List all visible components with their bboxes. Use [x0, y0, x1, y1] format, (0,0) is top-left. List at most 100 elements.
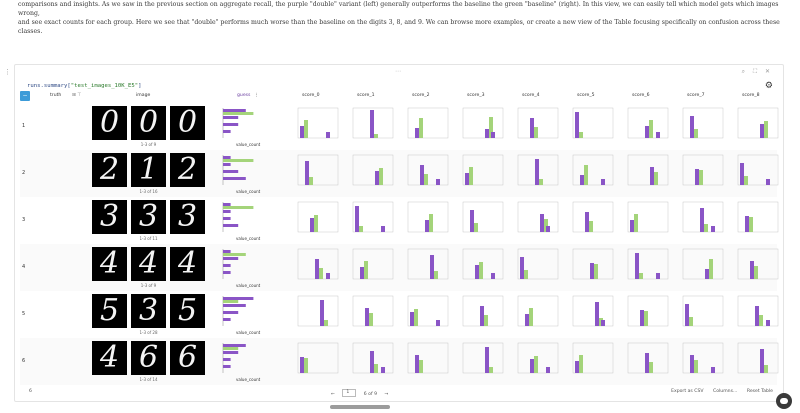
score-histogram[interactable]: [294, 294, 340, 332]
score-histogram[interactable]: [349, 200, 395, 238]
column-header-score-7[interactable]: score_7: [687, 93, 705, 98]
score-histogram[interactable]: [349, 294, 395, 332]
digit-image[interactable]: 0: [170, 106, 205, 140]
column-header-image[interactable]: image: [136, 93, 151, 98]
score-histogram[interactable]: [404, 106, 450, 144]
query-expression[interactable]: runs.summary["test_images_10K_E5"]: [27, 83, 142, 89]
column-header-score-4[interactable]: score_4: [522, 93, 540, 98]
score-histogram[interactable]: [459, 153, 505, 191]
score-histogram[interactable]: [404, 341, 450, 379]
score-histogram[interactable]: [569, 106, 615, 144]
select-all-checkbox[interactable]: −: [20, 91, 30, 101]
column-header-score-8[interactable]: score_8: [742, 93, 760, 98]
table-row[interactable]: 6 4 6 6 1-3 of 14 value_count: [20, 338, 780, 385]
score-histogram[interactable]: [679, 247, 725, 285]
guess-histogram[interactable]: value_count: [218, 106, 268, 148]
score-histogram[interactable]: [459, 294, 505, 332]
next-page-button[interactable]: →: [384, 391, 389, 397]
column-header-score-2[interactable]: score_2: [412, 93, 430, 98]
prev-page-button[interactable]: ←: [331, 391, 335, 397]
score-histogram[interactable]: [404, 200, 450, 238]
score-histogram[interactable]: [514, 294, 560, 332]
table-row[interactable]: 2 2 1 2 1-3 of 16 value_count: [20, 150, 779, 197]
score-histogram[interactable]: [349, 106, 395, 144]
score-histogram[interactable]: [679, 153, 725, 191]
score-histogram[interactable]: [569, 247, 615, 285]
score-histogram[interactable]: [679, 200, 725, 238]
column-header-score-3[interactable]: score_3: [467, 93, 485, 98]
table-row[interactable]: 4 4 4 4 1-3 of 9 value_count: [20, 244, 779, 291]
chat-bubble-icon[interactable]: [776, 393, 792, 409]
score-histogram[interactable]: [514, 153, 560, 191]
score-histogram[interactable]: [734, 341, 780, 379]
column-header-score-6[interactable]: score_6: [632, 93, 650, 98]
panel-drag-icon[interactable]: ⋯: [395, 68, 401, 75]
digit-image[interactable]: 2: [92, 153, 127, 187]
score-histogram[interactable]: [294, 247, 340, 285]
score-histogram[interactable]: [404, 247, 450, 285]
score-histogram[interactable]: [734, 200, 780, 238]
digit-image[interactable]: 4: [131, 247, 166, 281]
column-menu-icon[interactable]: ⋮: [254, 93, 259, 98]
score-histogram[interactable]: [569, 153, 615, 191]
score-histogram[interactable]: [569, 294, 615, 332]
export-csv-button[interactable]: Export as CSV: [671, 389, 704, 394]
score-histogram[interactable]: [624, 294, 670, 332]
score-histogram[interactable]: [514, 247, 560, 285]
score-histogram[interactable]: [404, 294, 450, 332]
columns-button[interactable]: Columns...: [712, 389, 738, 394]
score-histogram[interactable]: [569, 200, 615, 238]
score-histogram[interactable]: [294, 200, 340, 238]
table-row[interactable]: 1 0 0 0 1-3 of 9 value_count: [20, 103, 780, 150]
image-gallery[interactable]: 4 6 6 1-3 of 14: [92, 341, 205, 383]
score-histogram[interactable]: [514, 200, 560, 238]
settings-gear-icon[interactable]: ⚙: [764, 81, 773, 91]
score-histogram[interactable]: [514, 341, 560, 379]
image-gallery[interactable]: 0 0 0 1-3 of 9: [92, 106, 205, 148]
digit-image[interactable]: 1: [131, 153, 166, 187]
score-histogram[interactable]: [459, 200, 505, 238]
score-histogram[interactable]: [294, 106, 340, 144]
score-histogram[interactable]: [679, 341, 725, 379]
score-histogram[interactable]: [349, 153, 395, 191]
score-histogram[interactable]: [624, 200, 670, 238]
digit-image[interactable]: 6: [131, 341, 166, 375]
score-histogram[interactable]: [294, 153, 340, 191]
guess-histogram[interactable]: value_count: [218, 153, 268, 195]
digit-image[interactable]: 4: [92, 247, 127, 281]
digit-image[interactable]: 4: [170, 247, 205, 281]
score-histogram[interactable]: [349, 247, 395, 285]
column-header-score-5[interactable]: score_5: [577, 93, 595, 98]
score-histogram[interactable]: [349, 341, 395, 379]
score-histogram[interactable]: [734, 294, 780, 332]
reset-table-button[interactable]: Reset Table: [746, 389, 773, 394]
panel-controls[interactable]: ⌕ ⛶ ✕: [741, 68, 773, 75]
page-input[interactable]: 1: [342, 389, 357, 397]
digit-image[interactable]: 4: [92, 341, 127, 375]
score-histogram[interactable]: [624, 153, 670, 191]
score-histogram[interactable]: [459, 106, 505, 144]
digit-image[interactable]: 5: [92, 294, 127, 328]
score-histogram[interactable]: [624, 106, 670, 144]
digit-image[interactable]: 5: [170, 294, 205, 328]
score-histogram[interactable]: [624, 341, 670, 379]
guess-histogram[interactable]: value_count: [218, 294, 268, 336]
guess-histogram[interactable]: value_count: [218, 200, 268, 242]
drag-handle-icon[interactable]: ⋮⋮: [4, 68, 18, 76]
column-header-guess[interactable]: guess: [237, 93, 251, 98]
image-gallery[interactable]: 5 3 5 1-3 of 28: [92, 294, 205, 336]
digit-image[interactable]: 6: [170, 341, 205, 375]
digit-image[interactable]: 0: [131, 106, 166, 140]
score-histogram[interactable]: [679, 294, 725, 332]
score-histogram[interactable]: [734, 106, 780, 144]
column-header-score-0[interactable]: score_0: [302, 93, 320, 98]
digit-image[interactable]: 3: [170, 200, 205, 234]
score-histogram[interactable]: [459, 341, 505, 379]
score-histogram[interactable]: [294, 341, 340, 379]
image-gallery[interactable]: 2 1 2 1-3 of 16: [92, 153, 205, 195]
digit-image[interactable]: 3: [92, 200, 127, 234]
image-gallery[interactable]: 3 3 3 1-3 of 11: [92, 200, 205, 242]
sort-icon[interactable]: ⊞ ⊤: [72, 93, 82, 98]
guess-histogram[interactable]: value_count: [218, 247, 268, 289]
digit-image[interactable]: 3: [131, 200, 166, 234]
